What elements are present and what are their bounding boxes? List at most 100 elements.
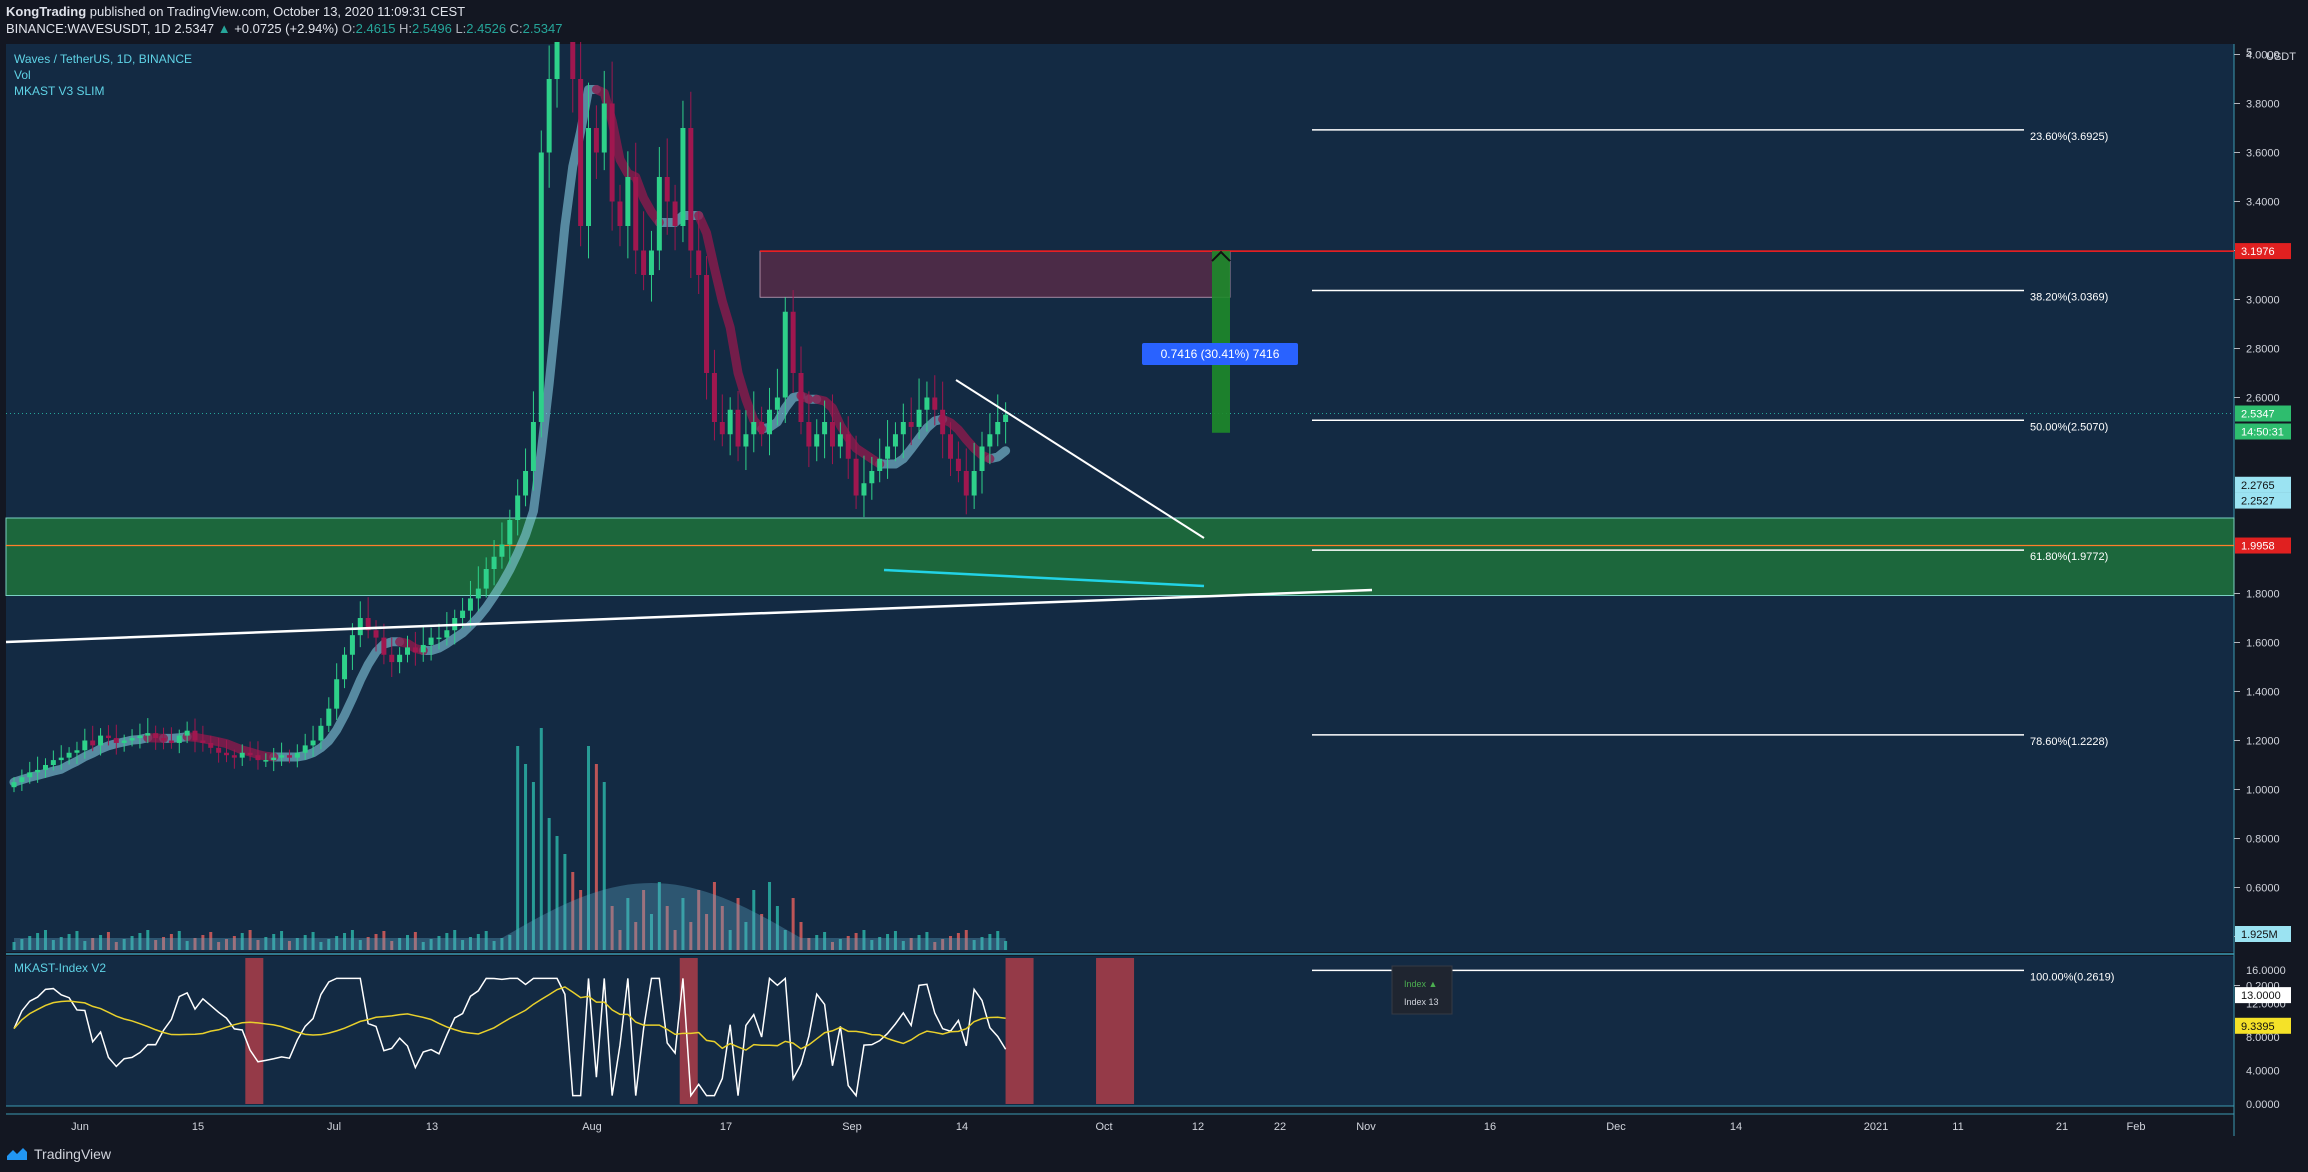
candle-body[interactable] <box>444 630 450 638</box>
candle-body[interactable] <box>74 750 80 753</box>
candle-body[interactable] <box>397 654 403 663</box>
candle-body[interactable] <box>924 397 930 410</box>
candle-body[interactable] <box>239 752 245 758</box>
candle-body[interactable] <box>782 311 788 398</box>
candle-body[interactable] <box>578 79 584 226</box>
candle-body[interactable] <box>719 422 725 435</box>
candle-body[interactable] <box>774 397 780 410</box>
candle-body[interactable] <box>822 422 828 435</box>
author-name[interactable]: KongTrading <box>6 4 87 19</box>
candle-body[interactable] <box>483 569 489 589</box>
candle-body[interactable] <box>184 730 190 736</box>
candle-body[interactable] <box>656 177 662 251</box>
candle-body[interactable] <box>940 409 946 435</box>
candle-body[interactable] <box>467 598 473 611</box>
candle-body[interactable] <box>113 738 119 743</box>
candle-body[interactable] <box>302 745 308 753</box>
candle-body[interactable] <box>153 733 159 739</box>
candle-body[interactable] <box>546 79 552 153</box>
candle-body[interactable] <box>829 422 835 447</box>
candle-body[interactable] <box>593 128 599 153</box>
candle-body[interactable] <box>27 772 33 778</box>
candle-body[interactable] <box>948 434 954 459</box>
candle-body[interactable] <box>436 637 442 640</box>
candle-body[interactable] <box>609 103 615 202</box>
candle-body[interactable] <box>837 434 843 447</box>
candle-body[interactable] <box>475 588 481 599</box>
candle-body[interactable] <box>98 735 104 746</box>
candle-body[interactable] <box>735 409 741 447</box>
candle-body[interactable] <box>491 556 497 569</box>
candle-body[interactable] <box>743 434 749 447</box>
candle-body[interactable] <box>971 471 977 496</box>
candle-body[interactable] <box>704 275 710 373</box>
candle-body[interactable] <box>255 755 261 761</box>
candle-body[interactable] <box>200 740 206 743</box>
candle-body[interactable] <box>161 738 167 741</box>
candle-body[interactable] <box>727 409 733 435</box>
candle-body[interactable] <box>105 735 111 739</box>
candle-body[interactable] <box>790 311 796 373</box>
candle-body[interactable] <box>310 740 316 746</box>
candle-body[interactable] <box>294 752 300 758</box>
candle-body[interactable] <box>389 654 395 663</box>
candle-body[interactable] <box>279 755 285 758</box>
candle-body[interactable] <box>633 177 639 251</box>
candle-body[interactable] <box>853 458 859 496</box>
candle-body[interactable] <box>145 733 151 736</box>
candle-body[interactable] <box>877 458 883 471</box>
candle-body[interactable] <box>334 679 340 709</box>
candle-body[interactable] <box>995 422 1001 435</box>
candle-body[interactable] <box>271 757 277 761</box>
candle-body[interactable] <box>696 250 702 276</box>
candle-body[interactable] <box>892 434 898 447</box>
price-chart[interactable]: 0.00%(4.7521)23.60%(3.6925)38.20%(3.0369… <box>0 0 2308 1136</box>
candle-body[interactable] <box>460 610 466 618</box>
candle-body[interactable] <box>515 495 521 521</box>
main-pane[interactable] <box>6 44 2234 952</box>
candle-body[interactable] <box>814 434 820 447</box>
candle-body[interactable] <box>176 735 182 743</box>
candle-body[interactable] <box>263 760 269 762</box>
chart-area[interactable]: 0.00%(4.7521)23.60%(3.6925)38.20%(3.0369… <box>0 0 2308 1136</box>
candle-body[interactable] <box>50 760 56 765</box>
candle-body[interactable] <box>625 177 631 226</box>
candle-body[interactable] <box>318 725 324 741</box>
candle-body[interactable] <box>885 446 891 459</box>
candle-body[interactable] <box>420 644 426 653</box>
candle-body[interactable] <box>223 752 229 756</box>
candle-body[interactable] <box>247 752 253 756</box>
candle-body[interactable] <box>66 752 72 758</box>
candle-body[interactable] <box>499 544 505 557</box>
candle-body[interactable] <box>286 755 292 758</box>
candle-body[interactable] <box>192 730 198 741</box>
candle-body[interactable] <box>963 471 969 496</box>
candle-body[interactable] <box>373 630 379 638</box>
candle-body[interactable] <box>711 373 717 422</box>
candle-body[interactable] <box>869 471 875 484</box>
candle-body[interactable] <box>688 128 694 251</box>
candle-body[interactable] <box>554 5 560 79</box>
candle-body[interactable] <box>349 635 355 655</box>
candle-body[interactable] <box>845 434 851 459</box>
candle-body[interactable] <box>168 740 174 743</box>
candle-body[interactable] <box>586 128 592 226</box>
candle-body[interactable] <box>35 769 41 773</box>
candle-body[interactable] <box>342 654 348 680</box>
tradingview-brand[interactable]: TradingView <box>6 1146 111 1162</box>
candle-body[interactable] <box>381 637 387 655</box>
candle-body[interactable] <box>357 618 363 636</box>
candle-body[interactable] <box>664 177 670 202</box>
candle-body[interactable] <box>523 471 529 496</box>
candle-body[interactable] <box>641 250 647 276</box>
candle-body[interactable] <box>648 250 654 276</box>
candle-body[interactable] <box>231 755 237 758</box>
candle-body[interactable] <box>137 735 143 739</box>
candle-body[interactable] <box>58 757 64 761</box>
candle-body[interactable] <box>908 422 914 427</box>
candle-body[interactable] <box>806 422 812 447</box>
candle-body[interactable] <box>751 422 757 435</box>
candle-body[interactable] <box>428 637 434 645</box>
measure-box[interactable] <box>1142 343 1298 365</box>
candle-body[interactable] <box>617 201 623 227</box>
